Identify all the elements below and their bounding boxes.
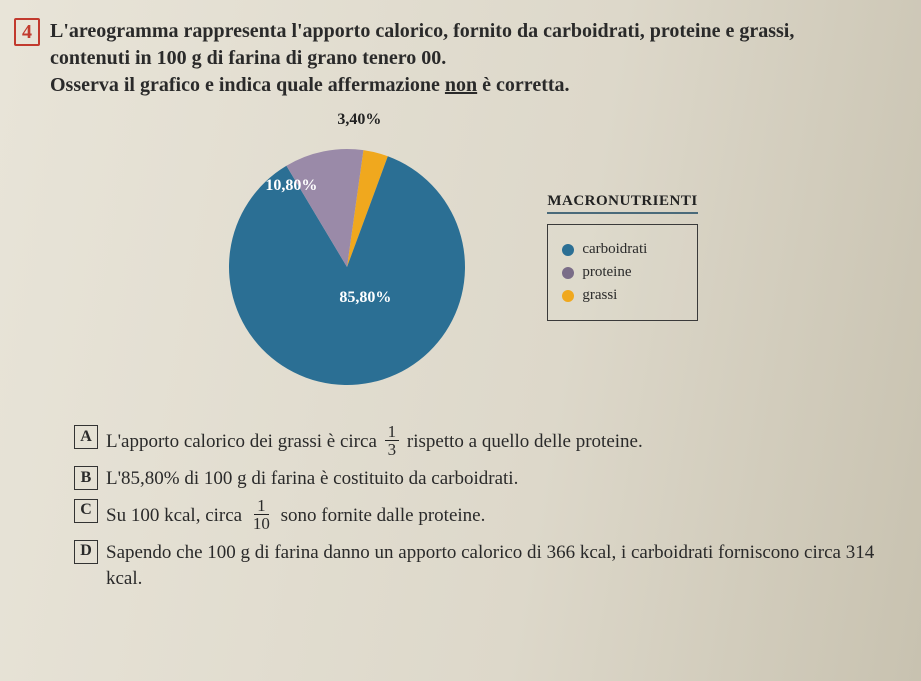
answer-a-pre: L'apporto calorico dei grassi è circa bbox=[106, 431, 382, 452]
fraction-icon: 110 bbox=[250, 497, 273, 532]
legend-item-proteine: proteine bbox=[562, 264, 682, 281]
frac-den: 10 bbox=[250, 515, 273, 532]
frac-num: 1 bbox=[385, 423, 400, 441]
pie-label-grassi: 3,40% bbox=[337, 111, 381, 129]
answer-text-a: L'apporto calorico dei grassi è circa 13… bbox=[106, 425, 643, 460]
legend-frame: carboidrati proteine grassi bbox=[547, 224, 697, 321]
answers: A L'apporto calorico dei grassi è circa … bbox=[74, 425, 891, 593]
legend-label-grassi: grassi bbox=[582, 287, 617, 304]
answer-a: A L'apporto calorico dei grassi è circa … bbox=[74, 425, 891, 460]
answer-letter-b: B bbox=[74, 466, 98, 490]
frac-num: 1 bbox=[254, 497, 269, 515]
legend-item-carboidrati: carboidrati bbox=[562, 241, 682, 258]
legend-item-grassi: grassi bbox=[562, 287, 682, 304]
pie-chart: 3,40% 10,80% 85,80% bbox=[207, 117, 487, 397]
question-number: 4 bbox=[14, 18, 40, 46]
answer-b: B L'85,80% di 100 g di farina è costitui… bbox=[74, 466, 891, 493]
question-header: 4 L'areogramma rappresenta l'apporto cal… bbox=[14, 18, 891, 99]
answer-d: D Sapendo che 100 g di farina danno un a… bbox=[74, 540, 891, 593]
legend: MACRONUTRIENTI carboidrati proteine gras… bbox=[547, 193, 697, 321]
swatch-proteine bbox=[562, 267, 574, 279]
swatch-grassi bbox=[562, 290, 574, 302]
question-text: L'areogramma rappresenta l'apporto calor… bbox=[50, 18, 794, 99]
pie-svg bbox=[207, 117, 487, 397]
question-line3-post: è corretta. bbox=[477, 74, 569, 96]
legend-label-proteine: proteine bbox=[582, 264, 631, 281]
legend-label-carboidrati: carboidrati bbox=[582, 241, 647, 258]
answer-letter-d: D bbox=[74, 540, 98, 564]
answer-letter-c: C bbox=[74, 499, 98, 523]
pie-label-carboidrati: 85,80% bbox=[339, 289, 391, 307]
answer-letter-a: A bbox=[74, 425, 98, 449]
question-line3-underline: non bbox=[445, 74, 477, 96]
answer-text-c: Su 100 kcal, circa 110 sono fornite dall… bbox=[106, 499, 485, 534]
answer-text-b: L'85,80% di 100 g di farina è costituito… bbox=[106, 466, 518, 493]
pie-label-proteine: 10,80% bbox=[265, 177, 317, 195]
frac-den: 3 bbox=[385, 441, 400, 458]
swatch-carboidrati bbox=[562, 244, 574, 256]
question-line3-pre: Osserva il grafico e indica quale afferm… bbox=[50, 74, 445, 96]
answer-c: C Su 100 kcal, circa 110 sono fornite da… bbox=[74, 499, 891, 534]
answer-text-d: Sapendo che 100 g di farina danno un app… bbox=[106, 540, 891, 593]
answer-c-post: sono fornite dalle proteine. bbox=[276, 504, 485, 525]
question-line2: contenuti in 100 g di farina di grano te… bbox=[50, 47, 446, 69]
legend-title: MACRONUTRIENTI bbox=[547, 193, 697, 214]
chart-row: 3,40% 10,80% 85,80% MACRONUTRIENTI carbo… bbox=[14, 117, 891, 397]
question-line1: L'areogramma rappresenta l'apporto calor… bbox=[50, 20, 794, 42]
answer-c-pre: Su 100 kcal, circa bbox=[106, 504, 247, 525]
fraction-icon: 13 bbox=[385, 423, 400, 458]
answer-a-post: rispetto a quello delle proteine. bbox=[402, 431, 643, 452]
